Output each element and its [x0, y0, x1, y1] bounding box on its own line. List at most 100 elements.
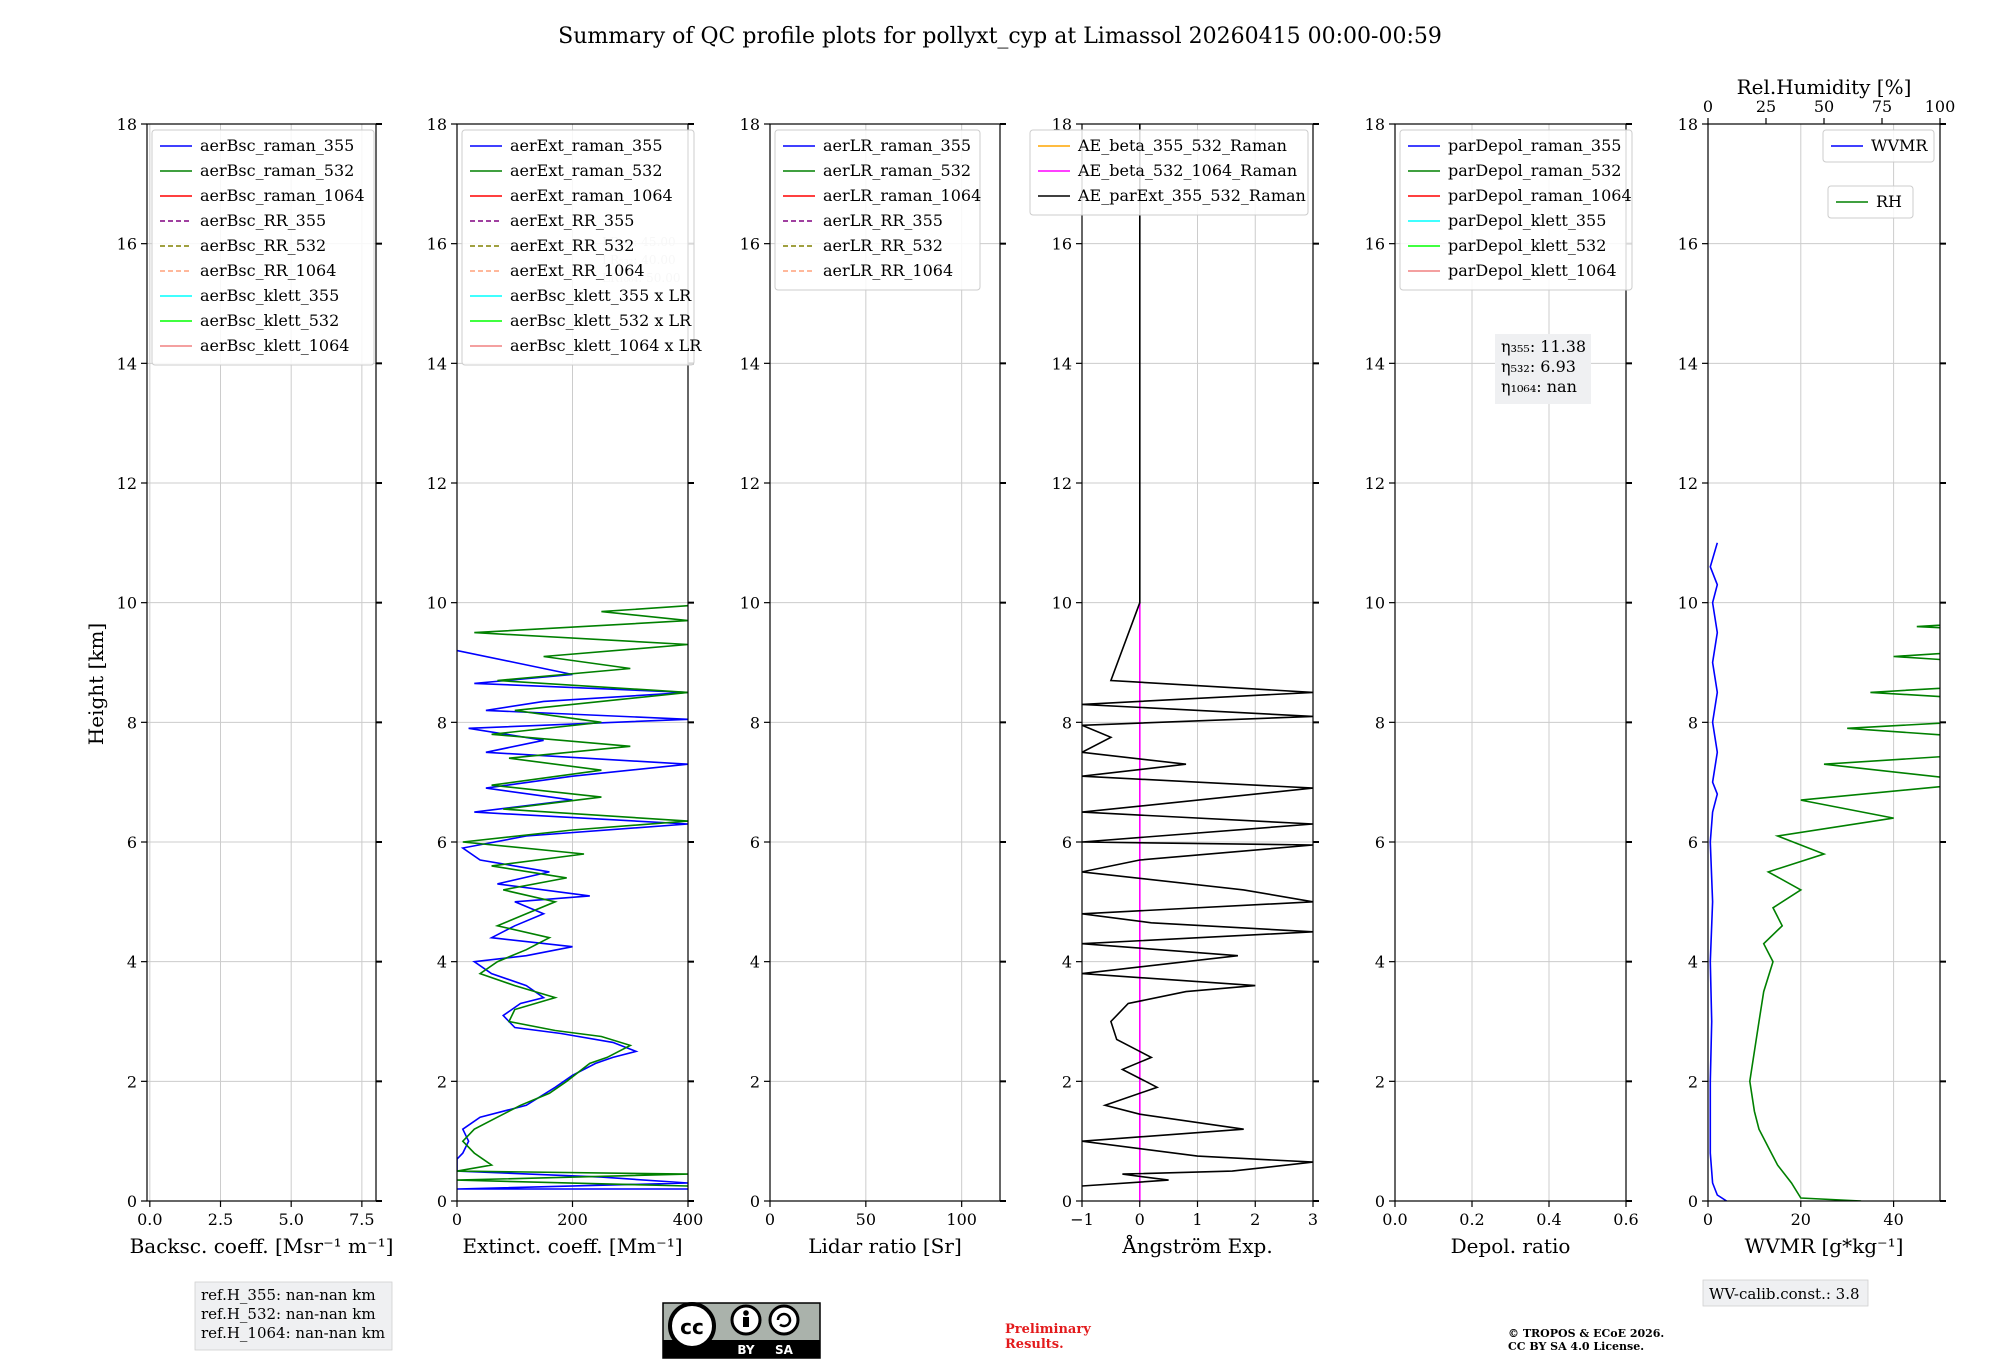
axes-frame	[1394, 123, 1627, 1202]
panel-depol: 0 2 4 6 8 10 12 14 16 18 0.0 0.2 0.4 0.6 Depol. ratio η…	[1365, 115, 1639, 1258]
legend-label: aerBsc_klett_1064 x LR	[510, 336, 702, 355]
y-tick-label: 8	[1688, 713, 1698, 732]
legend-label: aerBsc_klett_355	[200, 286, 339, 305]
y-tick-label: 2	[750, 1072, 760, 1091]
legend-label: parDepol_raman_1064	[1448, 186, 1632, 205]
y-tick-label: 16	[1052, 235, 1072, 254]
legend-label: aerLR_RR_355	[823, 211, 943, 230]
legend-label: aerLR_RR_532	[823, 236, 943, 255]
series-RH	[1748, 624, 1940, 1201]
legend-label: aerExt_raman_1064	[510, 186, 673, 205]
y-tick-label: 10	[1052, 594, 1072, 613]
x-tick-label: 400	[673, 1210, 704, 1229]
legend-label: parDepol_raman_355	[1448, 136, 1621, 155]
copyright-line: © TROPOS & ECoE 2026.	[1508, 1327, 1664, 1340]
y-tick-label: 6	[1375, 833, 1385, 852]
eta-box	[1495, 334, 1591, 404]
y-tick-label: 10	[117, 594, 137, 613]
panel-wvmr: 0 2 4 6 8 10 12 14 16 18 0 20 40 WVMR [g*kg⁻¹] 0 25 50 75…	[1678, 75, 1956, 1258]
share-alike-icon	[768, 1304, 800, 1336]
legend-label: aerLR_raman_532	[823, 161, 971, 180]
y-tick-label: 8	[127, 713, 137, 732]
x-tick-label: 0	[452, 1210, 462, 1229]
x-tick-label: 5.0	[278, 1210, 303, 1229]
legend-label: aerBsc_RR_532	[200, 236, 326, 255]
legend-box	[1029, 129, 1309, 216]
axes-frame	[146, 123, 377, 1202]
legend-label: aerBsc_raman_532	[200, 161, 354, 180]
top-x-tick-label: 0	[1703, 97, 1713, 116]
y-tick-label: 0	[1375, 1192, 1385, 1211]
x-tick-label: 0.0	[1382, 1210, 1407, 1229]
y-tick-label: 10	[1365, 594, 1385, 613]
eta-annotation: η₅₃₂: 6.93	[1501, 357, 1576, 376]
y-tick-label: 2	[1375, 1072, 1385, 1091]
y-tick-label: 2	[1688, 1072, 1698, 1091]
y-tick-label: 6	[750, 833, 760, 852]
y-tick-label: 0	[1062, 1192, 1072, 1211]
top-x-tick-label: 100	[1925, 97, 1956, 116]
legend-label: AE_beta_355_532_Raman	[1077, 136, 1287, 155]
x-tick-label: 0.4	[1536, 1210, 1561, 1229]
y-tick-label: 6	[437, 833, 447, 852]
cc-logo-icon	[668, 1302, 716, 1350]
eta-annotation: η₁₀₆₄: nan	[1501, 377, 1577, 396]
panel-extinction: 0 2 4 6 8 10 12 14 16 18 0 200 400 Extinct. coeff. [M…	[427, 115, 704, 1258]
y-axis-label: Height [km]	[84, 623, 108, 745]
y-tick-label: 18	[117, 115, 137, 134]
ref-height-1064: ref.H_1064: nan-nan km	[201, 1324, 385, 1342]
y-tick-label: 12	[117, 474, 137, 493]
y-tick-label: 4	[1062, 953, 1072, 972]
x-tick-label: 20	[1791, 1210, 1811, 1229]
y-tick-label: 14	[740, 354, 760, 373]
wv-calibration-box: WV-calib.const.: 3.8	[1702, 1279, 1869, 1307]
legend-label: WVMR	[1871, 136, 1928, 155]
series-aerExt_raman_532	[457, 604, 688, 1187]
cc-by-label: BY	[737, 1343, 754, 1357]
y-tick-label: 8	[750, 713, 760, 732]
x-tick-label: 0	[1703, 1210, 1713, 1229]
y-tick-label: 6	[1688, 833, 1698, 852]
preliminary-results-label: Results.	[1005, 1337, 1064, 1352]
legend-label: aerBsc_klett_532 x LR	[510, 311, 692, 330]
y-tick-label: 18	[1678, 115, 1698, 134]
top-axis-label: Rel.Humidity [%]	[1737, 75, 1912, 99]
y-tick-label: 8	[1375, 713, 1385, 732]
y-tick-label: 0	[1688, 1192, 1698, 1211]
legend-label: AE_beta_532_1064_Raman	[1077, 161, 1297, 180]
figure-title: Summary of QC profile plots for pollyxt_…	[558, 24, 1442, 49]
x-axis-label: WVMR [g*kg⁻¹]	[1745, 1234, 1904, 1258]
legend-label: aerExt_RR_532	[510, 236, 634, 255]
legend-label: aerLR_raman_355	[823, 136, 971, 155]
y-tick-label: 18	[1365, 115, 1385, 134]
legend-box	[151, 129, 375, 366]
legend-label: parDepol_klett_532	[1448, 236, 1606, 255]
legend-label: parDepol_raman_532	[1448, 161, 1621, 180]
y-tick-label: 10	[427, 594, 447, 613]
legend-box-rh	[1827, 185, 1914, 219]
eta-annotation: η₃₅₅: 11.38	[1501, 337, 1586, 356]
legend-label: aerBsc_RR_355	[200, 211, 326, 230]
y-tick-label: 4	[1688, 953, 1698, 972]
legend-label: AE_parExt_355_532_Raman	[1077, 186, 1306, 205]
legend-box	[774, 129, 981, 291]
ref-height-532: ref.H_532: nan-nan km	[201, 1305, 376, 1323]
legend-label: aerExt_RR_355	[510, 211, 634, 230]
license-line: CC BY SA 4.0 License.	[1508, 1340, 1644, 1353]
y-tick-label: 2	[437, 1072, 447, 1091]
panel-backscatter: 0 2 4 6 8 10 12 14 16 18 0.0 2.5 5.0 7.5 Backsc. coeff…	[117, 115, 394, 1258]
legend-label: aerLR_raman_1064	[823, 186, 981, 205]
legend-label: aerBsc_RR_1064	[200, 261, 336, 280]
legend-box	[1399, 129, 1633, 291]
y-tick-label: 2	[127, 1072, 137, 1091]
y-tick-label: 2	[1062, 1072, 1072, 1091]
preliminary-label: Preliminary	[1005, 1322, 1091, 1337]
cc-sa-label: SA	[775, 1343, 794, 1357]
y-tick-label: 12	[1052, 474, 1072, 493]
legend-label: aerBsc_raman_355	[200, 136, 354, 155]
y-tick-label: 16	[427, 235, 447, 254]
y-tick-label: 14	[1678, 354, 1698, 373]
x-tick-label: 50	[856, 1210, 876, 1229]
